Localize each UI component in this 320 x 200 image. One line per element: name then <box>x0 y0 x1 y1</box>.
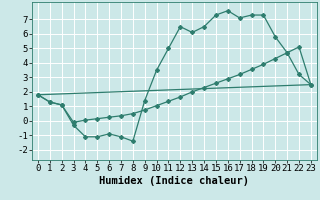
X-axis label: Humidex (Indice chaleur): Humidex (Indice chaleur) <box>100 176 249 186</box>
